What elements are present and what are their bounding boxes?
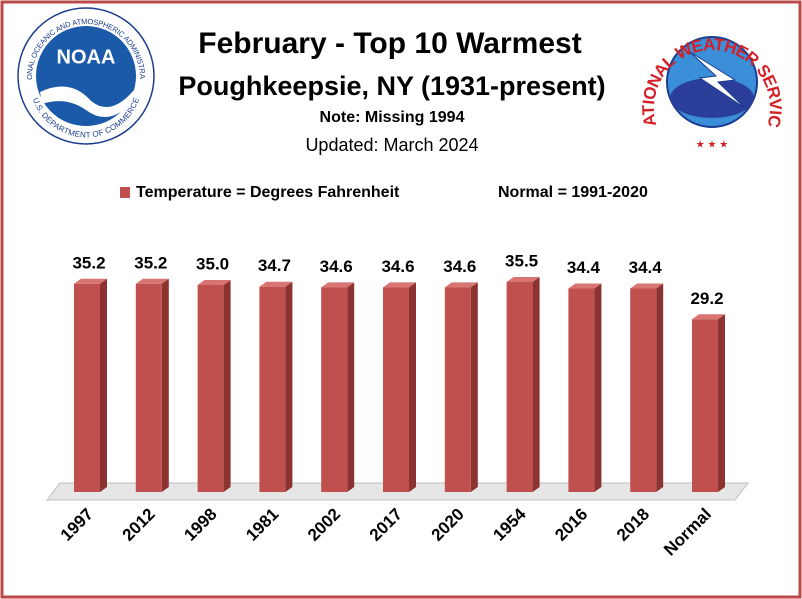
bar-side xyxy=(347,282,355,492)
bar-side xyxy=(470,282,478,492)
bar xyxy=(135,283,162,492)
value-label: 34.6 xyxy=(381,257,414,276)
bar-top xyxy=(692,314,725,320)
bar xyxy=(506,282,533,492)
normal-note: Normal = 1991-2020 xyxy=(498,184,648,201)
bar-top xyxy=(74,278,107,284)
legend-swatch xyxy=(120,187,130,198)
bar-side xyxy=(100,278,107,492)
value-label: 34.6 xyxy=(320,257,353,276)
legend-label: Temperature = Degrees Fahrenheit xyxy=(136,184,400,201)
chart-subtitle: Poughkeepsie, NY (1931-present) xyxy=(178,71,605,101)
bar-top xyxy=(568,283,602,289)
bar xyxy=(692,319,718,492)
bar-side xyxy=(409,282,416,492)
bar-side xyxy=(594,283,602,492)
bar-side xyxy=(718,314,725,492)
bar-top xyxy=(630,283,664,289)
value-label: 35.2 xyxy=(134,253,167,272)
value-label: 35.0 xyxy=(196,254,229,273)
bar xyxy=(197,284,224,492)
bar-top xyxy=(321,282,355,288)
bar-side xyxy=(285,281,293,492)
bar-top xyxy=(383,282,416,288)
noaa-text: NOAA xyxy=(57,46,116,68)
bar xyxy=(630,288,657,492)
value-label: 29.2 xyxy=(690,289,723,308)
bar-side xyxy=(656,283,664,492)
bar xyxy=(259,286,286,492)
value-label: 35.5 xyxy=(505,251,538,270)
bar-side xyxy=(532,277,540,492)
bar-side xyxy=(223,279,231,492)
updated: Updated: March 2024 xyxy=(305,135,478,155)
bar-top xyxy=(259,281,293,287)
chart-title: February - Top 10 Warmest xyxy=(198,27,581,60)
value-label: 34.4 xyxy=(567,258,601,277)
bar-side xyxy=(161,278,169,492)
note: Note: Missing 1994 xyxy=(320,109,465,126)
value-label: 35.2 xyxy=(72,253,105,272)
bar-top xyxy=(444,282,478,288)
bar-top xyxy=(506,277,540,282)
bar xyxy=(321,287,348,492)
bar-top xyxy=(197,279,231,285)
value-label: 34.6 xyxy=(443,257,476,276)
nws-stars: ★ ★ ★ xyxy=(696,140,728,151)
value-label: 34.7 xyxy=(258,256,291,275)
bar xyxy=(74,283,100,492)
bar xyxy=(383,287,409,492)
bar-top xyxy=(135,278,169,284)
value-label: 34.4 xyxy=(629,258,663,277)
bar xyxy=(444,287,471,492)
bar xyxy=(568,288,595,492)
